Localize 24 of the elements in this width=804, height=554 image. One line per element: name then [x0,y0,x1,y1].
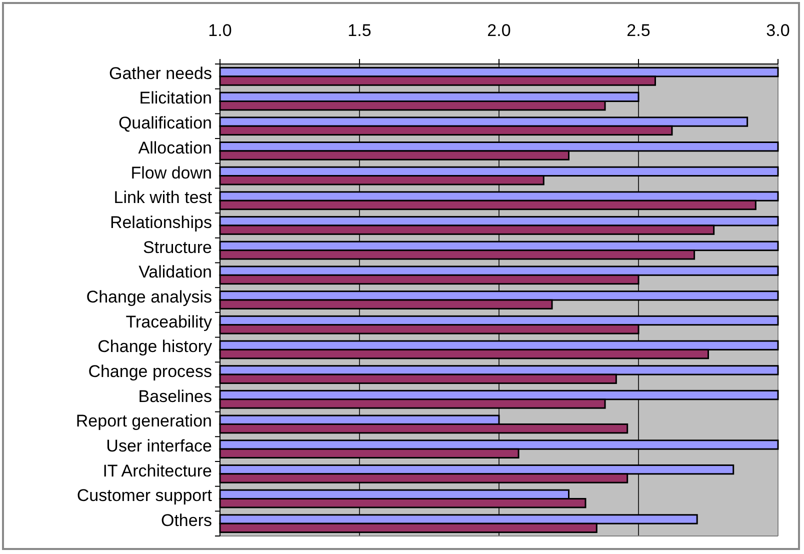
x-tick-label: 3.0 [766,21,790,40]
x-tick-label: 2.5 [626,21,650,40]
y-tick-label: Change analysis [86,287,212,306]
x-tick-label: 1.0 [208,21,232,40]
y-tick-label: Validation [138,262,212,282]
y-tick-label: User interface [106,436,212,456]
y-tick-label: Structure [143,238,212,257]
y-tick-label: Elicitation [139,88,212,108]
y-tick-label: Others [160,511,212,530]
y-tick-label: Link with test [114,188,212,208]
y-tick-label: Customer support [76,486,212,506]
x-tick-label: 1.5 [348,21,372,40]
y-tick-label: Traceability [126,312,212,332]
y-tick-label: Change history [98,337,212,356]
x-tick-label: 2.0 [487,21,511,40]
y-tick-label: IT Architecture [102,461,212,480]
y-tick-label: Relationships [110,212,212,232]
y-tick-label: Baselines [138,386,212,406]
y-tick-label: Change process [88,362,212,382]
y-tick-label: Gather needs [108,64,212,83]
y-tick-label: Flow down [130,163,212,182]
y-tick-label: Allocation [138,138,212,158]
y-tick-label: Qualification [118,114,212,133]
y-tick-label: Report generation [76,412,212,431]
